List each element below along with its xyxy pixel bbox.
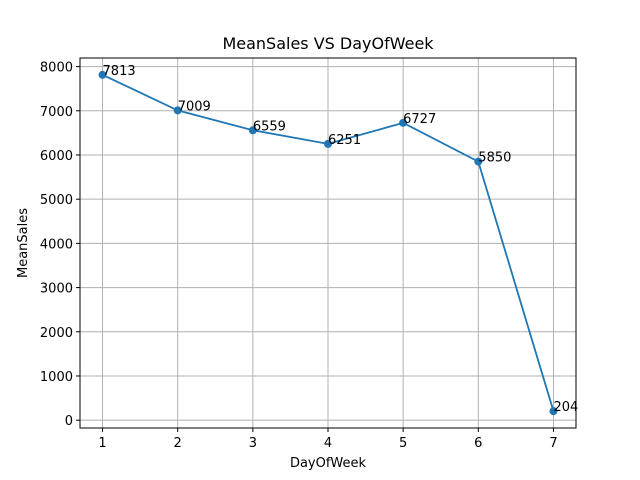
y-tick-label: 8000: [40, 61, 73, 76]
x-tick-label: 5: [399, 436, 407, 451]
data-point: [399, 118, 408, 127]
y-tick-label: 2000: [40, 326, 73, 341]
data-label: 6559: [253, 119, 286, 134]
y-tick-label: 6000: [40, 149, 73, 164]
x-axis-label: DayOfWeek: [290, 456, 367, 471]
x-tick-label: 2: [174, 436, 182, 451]
series: [98, 70, 558, 416]
data-point: [474, 157, 483, 166]
data-label: 6251: [328, 133, 361, 148]
x-tick-label: 6: [474, 436, 482, 451]
ticks: 1 2 3 4 5 6 7 0 1000 2000 3000 4000 5000 6000 7000 8000: [40, 61, 558, 451]
x-tick-label: 3: [249, 436, 257, 451]
y-tick-label: 5000: [40, 193, 73, 208]
data-label: 204: [553, 400, 578, 415]
data-label: 7813: [103, 64, 136, 79]
data-point: [98, 70, 107, 79]
data-label: 5850: [478, 151, 511, 166]
data-point: [173, 106, 182, 115]
y-tick-label: 1000: [40, 370, 73, 385]
data-point: [549, 407, 558, 416]
data-labels: 7813 7009 6559 6251 6727 5850 204: [103, 64, 579, 415]
x-tick-label: 4: [324, 436, 332, 451]
x-tick-label: 1: [98, 436, 106, 451]
chart-title: MeanSales VS DayOfWeek: [222, 34, 434, 53]
data-label: 6727: [403, 112, 436, 127]
x-tick-label: 7: [549, 436, 557, 451]
y-tick-label: 0: [65, 414, 73, 429]
data-label: 7009: [178, 99, 211, 114]
y-tick-label: 3000: [40, 282, 73, 297]
y-axis-label: MeanSales: [16, 208, 31, 278]
grid: [80, 58, 576, 428]
y-tick-label: 4000: [40, 237, 73, 252]
data-point: [248, 126, 257, 135]
data-point: [324, 139, 332, 148]
y-tick-label: 7000: [40, 105, 73, 120]
